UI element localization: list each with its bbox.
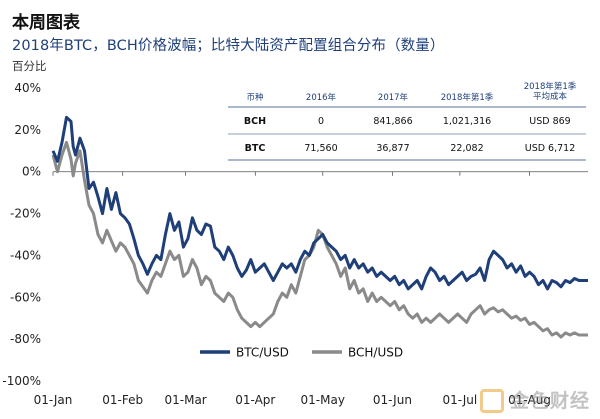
y-tick-label: 20% — [14, 123, 41, 137]
chart-subtitle: 2018年BTC，BCH价格波幅；比特大陆资产配置组合分布（数量） — [12, 38, 445, 54]
table-cell: 36,877 — [376, 143, 409, 154]
table-header-cell: 2016年 — [306, 92, 337, 103]
logo-icon — [479, 389, 504, 413]
x-tick-label: 01-Mar — [165, 393, 207, 407]
table-cell: 0 — [318, 116, 324, 127]
x-tick-label: 01-Jul — [442, 393, 477, 407]
table-cell: 1,021,316 — [443, 116, 491, 127]
y-tick-label: 0% — [22, 165, 41, 179]
table-cell: USD 6,712 — [525, 143, 576, 154]
watermark-logo: 金色财经 — [479, 386, 590, 413]
page-title: 本周图表 — [12, 13, 80, 33]
y-tick-labels: 40% 20% 0% -20% -40% -60% -80% -100% — [2, 81, 41, 388]
series-btc-line — [51, 115, 588, 291]
y-axis-unit: 百分比 — [12, 59, 47, 73]
table-header-cell: 币种 — [246, 92, 263, 103]
table-header-cell: 2018年第1季 — [524, 81, 577, 92]
table-header-cell: 2018年第1季 — [441, 92, 494, 103]
legend: BTC/USD BCH/USD — [200, 346, 403, 360]
x-tick-label: 01-Aug — [508, 393, 551, 407]
y-tick-label: -20% — [10, 207, 41, 221]
table-header-cell: 2017年 — [378, 92, 409, 103]
x-tick-label: 01-Jan — [34, 393, 73, 407]
table-header-cell: 平均成本 — [533, 91, 568, 102]
series-layer — [51, 115, 588, 339]
table-cell: BTC — [245, 143, 266, 154]
table-cell: 22,082 — [450, 143, 483, 154]
y-tick-label: -40% — [10, 248, 41, 262]
watermark-text: 金色财经 — [509, 389, 590, 412]
x-tick-label: 01-Jun — [373, 393, 412, 407]
y-tick-label: -80% — [10, 332, 41, 346]
axes — [52, 171, 588, 176]
table-cell: 71,560 — [304, 143, 337, 154]
table-cell: 841,866 — [373, 116, 412, 127]
table-cell: USD 869 — [529, 116, 570, 127]
legend-bch-label: BCH/USD — [348, 346, 403, 360]
series-bch-line — [51, 140, 588, 339]
y-tick-label: -60% — [10, 290, 41, 304]
x-tick-label: 01-May — [301, 393, 345, 407]
y-tick-label: -100% — [2, 374, 41, 388]
x-tick-label: 01-Feb — [102, 393, 143, 407]
x-tick-label: 01-Apr — [235, 393, 275, 407]
legend-btc-label: BTC/USD — [236, 346, 289, 360]
x-tick-labels: 01-Jan 01-Feb 01-Mar 01-Apr 01-May 01-Jun 01-J… — [34, 393, 551, 407]
table-cell: BCH — [244, 116, 266, 127]
y-tick-label: 40% — [14, 81, 41, 95]
